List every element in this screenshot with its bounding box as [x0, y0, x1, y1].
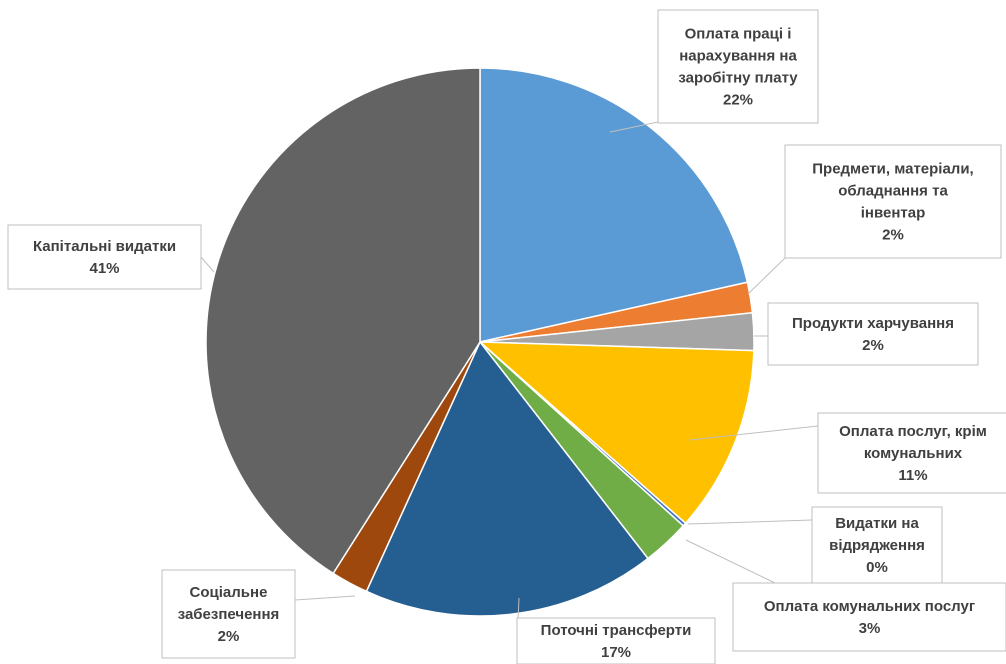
label-box-5: [811, 506, 943, 584]
leader-line-1: [609, 121, 659, 133]
data-label-9: Капітальні видатки 41%: [33, 238, 176, 277]
pie-slice-4: [477, 341, 755, 525]
category-label: інвентар: [861, 205, 926, 222]
category-label: обладнання та: [838, 183, 948, 200]
percent-label: 11%: [898, 467, 927, 484]
category-label: Оплата послуг, крім: [839, 423, 987, 440]
percent-label: 3%: [859, 620, 881, 637]
category-label: нарахування на: [679, 48, 797, 65]
leader-line-5: [687, 519, 813, 525]
percent-label: 17%: [601, 644, 631, 661]
leader-line-2: [747, 257, 786, 295]
label-box-7: [516, 617, 716, 664]
pie-slice-1: [479, 67, 749, 343]
leader-line-9: [200, 256, 215, 273]
pie-slices: [205, 67, 755, 617]
label-box-8: [161, 569, 296, 659]
pie-slice-9: [205, 67, 481, 575]
pie-slice-7: [365, 340, 649, 617]
label-box-1: [657, 9, 819, 124]
leader-line-4: [689, 425, 819, 441]
category-label: Капітальні видатки: [33, 238, 176, 255]
category-label: Оплата комунальних послуг: [764, 598, 975, 615]
percent-label: 2%: [218, 628, 240, 645]
category-label: комунальних: [864, 445, 963, 462]
category-label: заробітну плату: [678, 70, 798, 87]
category-label: Продукти харчування: [792, 315, 954, 332]
category-label: забезпечення: [178, 606, 280, 623]
category-label: Оплата праці і: [685, 26, 792, 43]
category-label: Соціальне: [190, 584, 268, 601]
label-box-2: [784, 144, 1002, 259]
data-label-7: Поточні трансферти 17%: [541, 622, 692, 661]
category-label: відрядження: [829, 537, 925, 554]
percent-label: 22%: [723, 92, 753, 109]
data-label-5: Видатки на відрядження 0%: [829, 515, 925, 576]
category-label: Поточні трансферти: [541, 622, 692, 639]
percent-label: 2%: [882, 227, 904, 244]
slice-labels: Оплата праці і нарахування на заробітну пл…: [7, 9, 1006, 664]
percent-label: 0%: [866, 559, 888, 576]
label-box-3: [767, 302, 979, 366]
leader-line-6: [685, 539, 776, 584]
label-box-6: [732, 582, 1006, 652]
data-label-8: Соціальне забезпечення 2%: [178, 584, 280, 645]
data-label-1: Оплата праці і нарахування на заробітну пл…: [678, 26, 798, 109]
category-label: Видатки на: [835, 515, 919, 532]
percent-label: 41%: [89, 260, 119, 277]
percent-label: 2%: [862, 337, 884, 354]
data-label-3: Продукти харчування 2%: [792, 315, 954, 354]
data-label-4: Оплата послуг, крім комунальних 11%: [839, 423, 987, 484]
label-box-9: [7, 224, 202, 290]
leader-line-8: [294, 595, 356, 601]
label-box-4: [817, 412, 1006, 494]
data-label-2: Предмети, матеріали, обладнання та інвента…: [812, 161, 973, 244]
data-label-6: Оплата комунальних послуг 3%: [764, 598, 975, 637]
category-label: Предмети, матеріали,: [812, 161, 973, 178]
